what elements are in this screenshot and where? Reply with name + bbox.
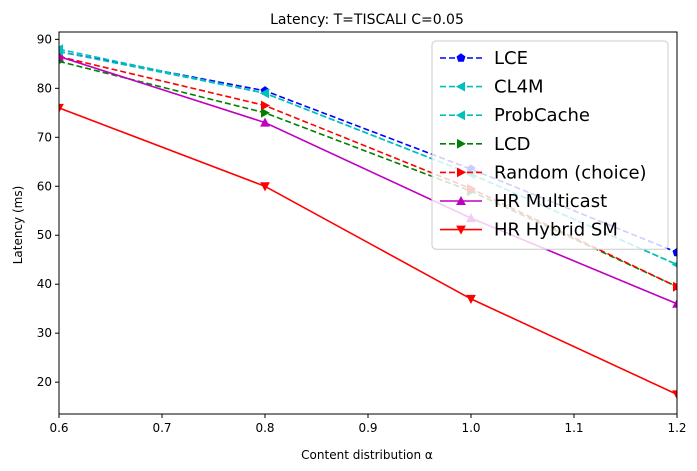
- legend-item-random-choice: Random (choice): [440, 162, 647, 183]
- legend-label: HR Multicast: [494, 191, 607, 212]
- legend-item-cl4m: CL4M: [440, 77, 544, 98]
- y-tick-label: 30: [37, 326, 52, 340]
- legend-label: CL4M: [494, 77, 544, 98]
- data-point-hr-multicast: [59, 51, 64, 61]
- y-tick-label: 90: [37, 32, 52, 46]
- legend-label: HR Hybrid SM: [494, 220, 618, 241]
- series-line-hr-hybrid-sm: [59, 107, 677, 396]
- legend-label: ProbCache: [494, 105, 590, 126]
- x-tick-label: 1.1: [564, 421, 583, 435]
- legend-item-hr-hybrid-sm: HR Hybrid SM: [440, 220, 618, 241]
- axes-layer: 0.6 0.7 0.8 0.9 1.0 1.1 1.2 20 30 40 50 60 70 80 90: [37, 31, 687, 435]
- data-point-lce: [672, 247, 677, 257]
- y-tick-label: 70: [37, 130, 52, 144]
- legend-marker: [455, 110, 465, 121]
- legend-label: LCD: [494, 134, 530, 155]
- y-tick-label: 20: [37, 375, 52, 389]
- data-point-hr-multicast: [672, 298, 677, 308]
- legend-marker: [457, 138, 467, 149]
- series-line-hr-multicast: [59, 55, 677, 305]
- y-tick-label: 50: [37, 228, 52, 242]
- data-point-random-choice: [673, 281, 677, 292]
- legend-marker: [456, 225, 466, 235]
- data-point-hr-multicast: [260, 117, 270, 127]
- x-tick-label: 0.6: [49, 421, 68, 435]
- x-tick-label: 0.8: [255, 421, 274, 435]
- legend-marker: [457, 167, 467, 178]
- y-tick-label: 80: [37, 81, 52, 95]
- chart-title: Latency: T=TISCALI C=0.05: [270, 12, 464, 28]
- y-axis-label: Latency (ms): [11, 186, 25, 265]
- x-tick-label: 0.9: [358, 421, 377, 435]
- data-point-hr-hybrid-sm: [260, 182, 270, 192]
- legend-label: Random (choice): [494, 162, 647, 183]
- legend-marker: [456, 53, 466, 62]
- data-point-hr-hybrid-sm: [672, 390, 677, 400]
- legend-marker: [456, 195, 466, 205]
- data-point-hr-hybrid-sm: [59, 103, 64, 113]
- y-tick-label: 40: [37, 277, 52, 291]
- data-point-lcd: [261, 107, 271, 118]
- x-tick-label: 1.2: [667, 421, 686, 435]
- series-hr-hybrid-sm: [59, 103, 677, 400]
- x-tick-label: 0.7: [152, 421, 171, 435]
- y-tick-label: 60: [37, 179, 52, 193]
- data-point-random-choice: [261, 100, 271, 111]
- data-point-hr-hybrid-sm: [466, 294, 476, 304]
- x-axis-label: Content distribution α: [301, 448, 433, 462]
- x-tick-label: 1.0: [461, 421, 480, 435]
- legend-item-lcd: LCD: [440, 134, 530, 155]
- legend-box: [431, 40, 669, 250]
- legend: LCE CL4M ProbCache LCD Random (choice) HR Mul…: [431, 40, 669, 250]
- legend-label: LCE: [494, 48, 528, 69]
- legend-item-probcache: ProbCache: [440, 105, 590, 126]
- legend-item-lce: LCE: [440, 48, 528, 69]
- legend-marker: [455, 81, 465, 92]
- legend-item-hr-multicast: HR Multicast: [440, 191, 607, 212]
- data-point-probcache: [259, 88, 269, 99]
